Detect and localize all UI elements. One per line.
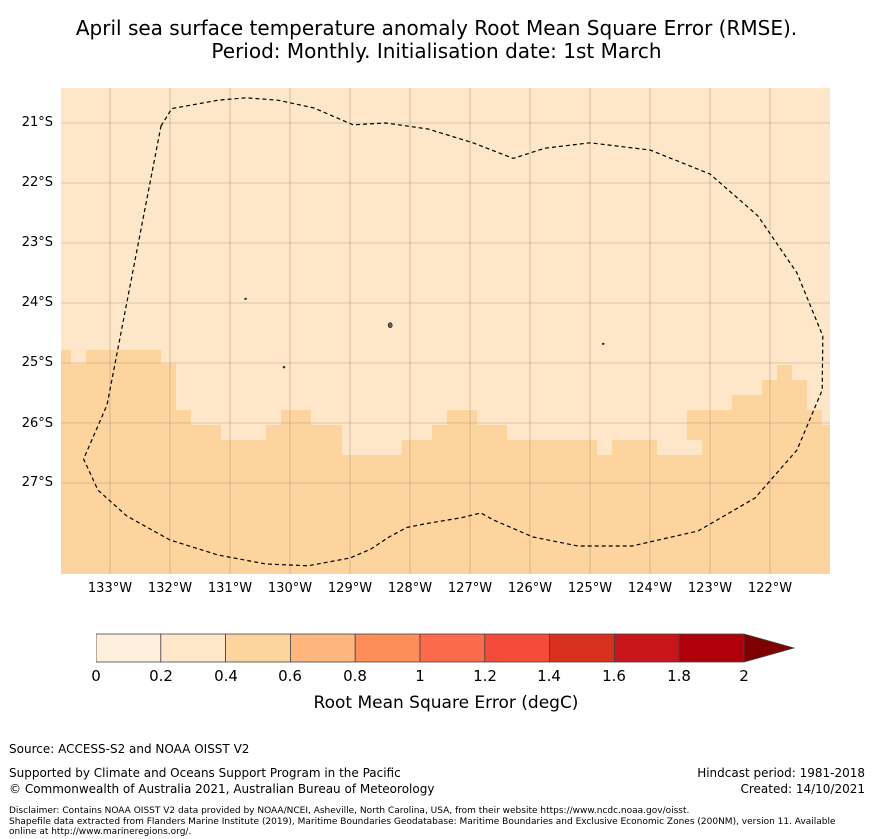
hindcast-period-text: Hindcast period: 1981-2018 [697,766,865,780]
x-tick-label: 130°W [267,581,313,596]
map-gridlines [61,88,830,574]
colorbar-tick-label: 1.6 [602,667,626,685]
eez-boundary [82,97,824,567]
x-tick-label: 125°W [567,581,613,596]
colorbar-tick-label: 0.6 [278,667,302,685]
colorbar-extend-arrow [743,633,796,663]
colorbar-segment [96,633,162,663]
created-date-text: Created: 14/10/2021 [740,782,865,796]
colorbar-tick-label: 1.4 [537,667,561,685]
island-henderson [387,322,393,328]
colorbar-tick-label: 0.2 [149,667,173,685]
y-tick-label: 26°S [21,416,53,431]
colorbar-segment [354,633,421,663]
x-tick-label: 132°W [147,581,193,596]
x-tick-label: 131°W [207,581,253,596]
x-tick-label: 124°W [627,581,673,596]
map-plot-area [61,88,830,574]
x-tick-label: 126°W [507,581,553,596]
islands [244,297,605,369]
colorbar-tick-label: 1.2 [473,667,497,685]
map-svg [61,88,830,574]
colorbar-tick-label: 1.8 [667,667,691,685]
colorbar [96,633,796,663]
colorbar-segment [614,633,680,663]
x-tick-label: 133°W [87,581,133,596]
x-tick-label: 129°W [327,581,373,596]
y-tick-label: 27°S [21,475,53,490]
rmse-region-0.4-0.6 [61,350,830,574]
disclaimer-line: Shapefile data extracted from Flanders M… [9,816,836,827]
y-tick-label: 23°S [21,235,53,250]
x-tick-label: 122°W [747,581,793,596]
colorbar-label: Root Mean Square Error (degC) [313,693,579,713]
chart-title-line2: Period: Monthly. Initialisation date: 1s… [211,39,662,63]
y-tick-label: 22°S [21,175,53,190]
colorbar-segment [419,633,486,663]
x-tick-label: 128°W [387,581,433,596]
x-tick-label: 123°W [687,581,733,596]
colorbar-tick-label: 0.8 [343,667,367,685]
copyright-text: © Commonwealth of Australia 2021, Austra… [9,782,435,796]
colorbar-segment [484,633,550,663]
disclaimer: Disclaimer: Contains NOAA OISST V2 data … [9,806,869,838]
support-text: Supported by Climate and Oceans Support … [9,766,401,780]
colorbar-tick-label: 0 [91,667,101,685]
chart-title-line1: April sea surface temperature anomaly Ro… [75,16,798,40]
island-ducie [601,342,605,345]
colorbar-segment [678,633,745,663]
source-text: Source: ACCESS-S2 and NOAA OISST V2 [9,742,250,756]
disclaimer-line: online at http://www.marineregions.org/. [9,827,192,837]
x-tick-label: 127°W [447,581,493,596]
y-tick-label: 24°S [21,295,53,310]
colorbar-tick-label: 2 [739,667,749,685]
colorbar-tick-label: 0.4 [214,667,238,685]
colorbar-tick-label: 1 [415,667,425,685]
colorbar-segment [225,633,291,663]
island-pitcairn [282,366,286,369]
disclaimer-line: Disclaimer: Contains NOAA OISST V2 data … [9,806,690,816]
y-tick-label: 21°S [21,115,53,130]
colorbar-segment [289,633,356,663]
colorbar-segment [549,633,615,663]
rmse-cell-south-edge [357,559,387,574]
y-tick-label: 25°S [21,355,53,370]
island-oeno [244,297,247,300]
colorbar-segment [160,633,227,663]
